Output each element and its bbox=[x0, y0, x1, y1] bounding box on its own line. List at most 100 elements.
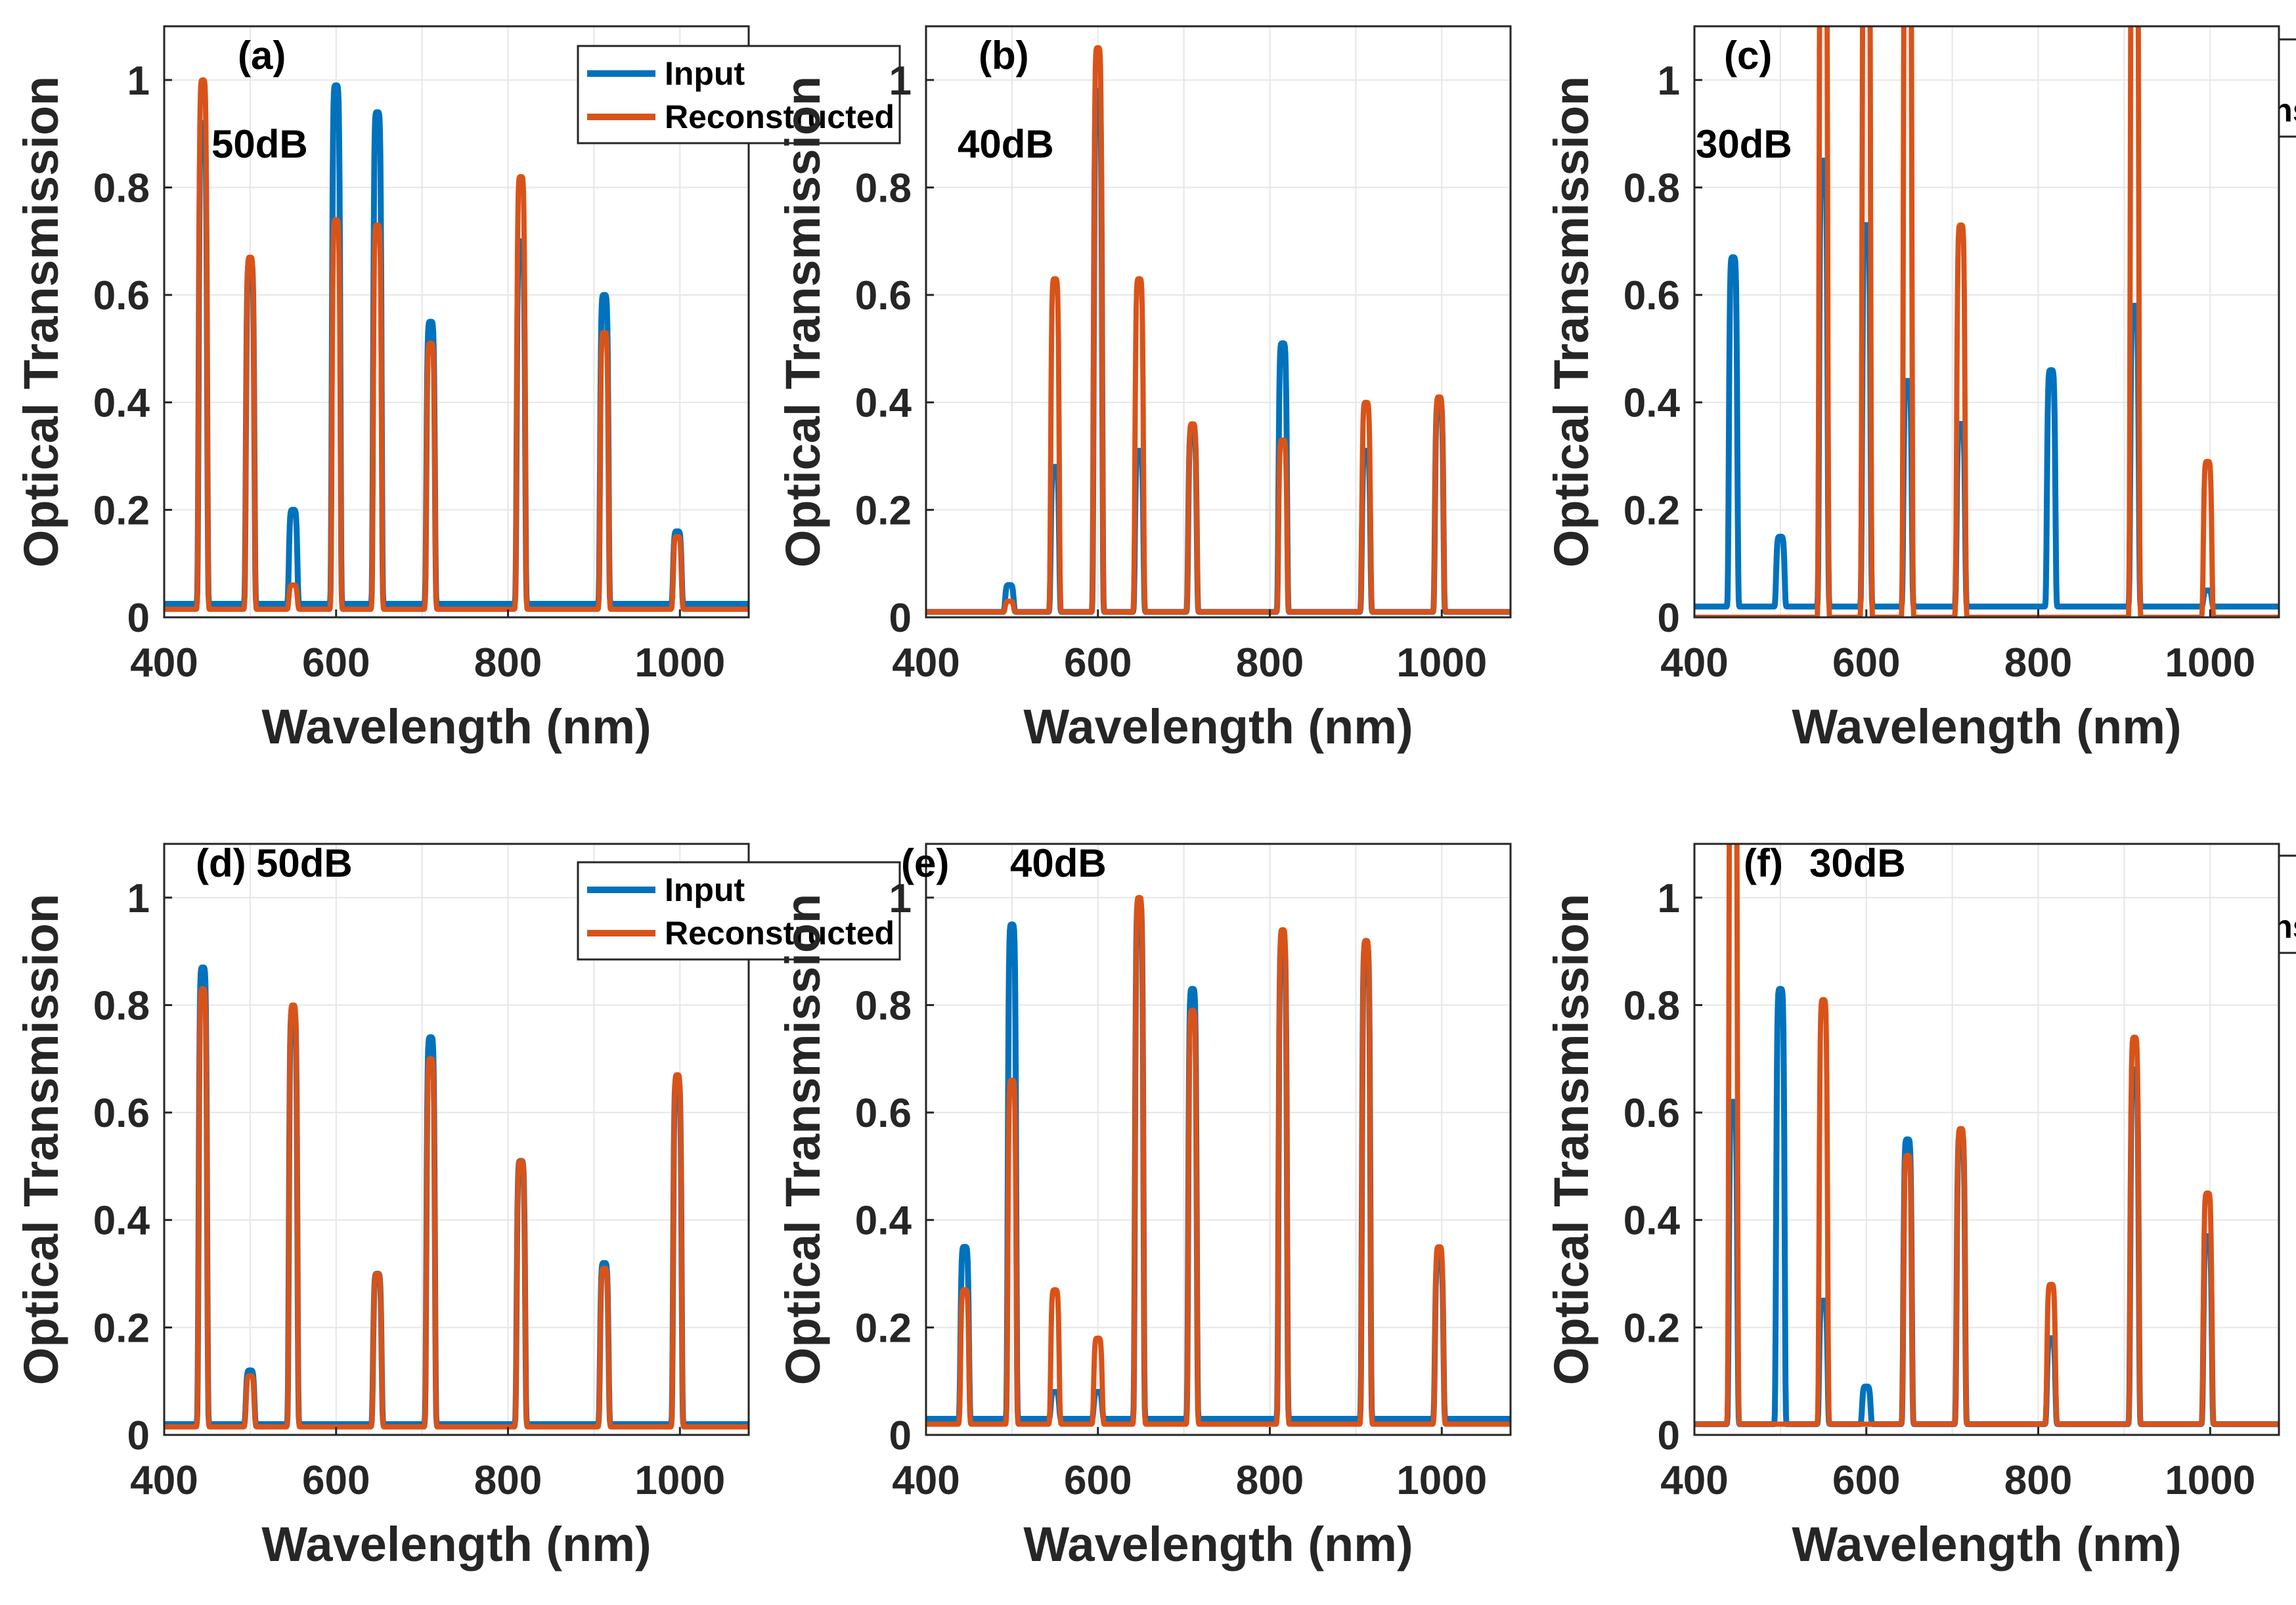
y-tick-label: 0 bbox=[127, 1413, 150, 1459]
y-tick-label: 0.2 bbox=[1623, 488, 1680, 533]
plot-area bbox=[1694, 844, 2279, 1435]
series-line-reconstructed bbox=[164, 986, 749, 1430]
y-tick-label: 0.4 bbox=[1623, 1198, 1681, 1244]
series-line-reconstructed bbox=[164, 77, 749, 612]
series-group bbox=[1694, 844, 2279, 1428]
legend-entry: Reconstructed bbox=[665, 99, 894, 135]
snr-annotation: 50dB bbox=[256, 841, 353, 885]
legend-entry: Reconstructed bbox=[665, 915, 894, 952]
y-axis-label: Optical Transmission bbox=[776, 76, 830, 567]
panel-label: (a) bbox=[238, 33, 286, 77]
axes-frame bbox=[1693, 25, 2280, 619]
x-tick-label: 400 bbox=[1660, 1458, 1728, 1503]
snr-annotation: 30dB bbox=[1809, 841, 1906, 885]
series-group bbox=[164, 964, 749, 1430]
y-axis-label: Optical Transmission bbox=[776, 894, 830, 1385]
legend: Input Reconstructed bbox=[577, 45, 901, 144]
axes-frame bbox=[163, 25, 750, 619]
axes-frame bbox=[925, 25, 1512, 619]
legend-entry: Input bbox=[665, 871, 745, 908]
y-tick-label: 0 bbox=[889, 596, 912, 641]
x-tick-label: 800 bbox=[474, 1458, 542, 1503]
y-tick-label: 0.6 bbox=[855, 1091, 912, 1136]
x-tick-label: 800 bbox=[1236, 1458, 1304, 1503]
snr-annotation: 40dB bbox=[958, 122, 1054, 166]
series-group bbox=[926, 894, 1511, 1427]
y-tick-label: 1 bbox=[1658, 876, 1680, 921]
x-tick-label: 600 bbox=[302, 640, 370, 686]
y-tick-label: 0.4 bbox=[93, 1198, 150, 1244]
x-tick-label: 600 bbox=[1832, 1458, 1900, 1503]
chart-panel-3: 0 0.2 0.4 0.6 0.8 1 400 600 800 1000 Wavelength (n… bbox=[1544, 25, 2280, 754]
series-line-reconstructed bbox=[926, 45, 1511, 615]
x-tick-label: 400 bbox=[892, 1458, 960, 1503]
plot-area bbox=[926, 844, 1511, 1435]
x-axis-label: Wavelength (nm) bbox=[1023, 1517, 1413, 1572]
y-tick-label: 0 bbox=[1658, 1413, 1680, 1459]
y-tick-label: 0.8 bbox=[1623, 983, 1680, 1028]
chart-panel-4: 0 0.2 0.4 0.6 0.8 1 400 600 800 1000 Wavelength (n… bbox=[14, 841, 901, 1572]
series-group bbox=[164, 77, 749, 612]
x-tick-label: 600 bbox=[1832, 640, 1900, 686]
chart-panel-1: 0 0.2 0.4 0.6 0.8 1 400 600 800 1000 Wavelength (n… bbox=[14, 25, 901, 754]
series-group bbox=[1694, 26, 2279, 617]
x-tick-label: 400 bbox=[130, 640, 198, 686]
panel-label: (f) bbox=[1744, 841, 1783, 885]
x-tick-label: 1000 bbox=[2165, 1458, 2255, 1503]
y-tick-label: 0.6 bbox=[93, 1091, 150, 1136]
panel-label: (b) bbox=[979, 33, 1029, 77]
y-tick-label: 1 bbox=[127, 876, 150, 921]
y-tick-label: 1 bbox=[889, 58, 912, 104]
axes-frame bbox=[925, 843, 1512, 1436]
y-tick-label: 0.8 bbox=[1623, 165, 1680, 211]
chart-panel-6: 0 0.2 0.4 0.6 0.8 1 400 600 800 1000 Wavelength (n… bbox=[1544, 841, 2280, 1572]
y-axis-label: Optical Transmission bbox=[14, 76, 68, 567]
x-axis-label: Wavelength (nm) bbox=[261, 699, 651, 754]
x-tick-label: 400 bbox=[892, 640, 960, 686]
series-line-input bbox=[926, 900, 1511, 1422]
y-tick-label: 0.4 bbox=[855, 1198, 912, 1244]
y-axis-label: Optical Transmission bbox=[14, 894, 68, 1385]
y-axis-label: Optical Transmission bbox=[1544, 894, 1599, 1385]
series-line-input bbox=[1694, 158, 2279, 610]
x-tick-label: 1000 bbox=[1396, 1458, 1487, 1503]
snr-annotation: 50dB bbox=[211, 122, 308, 166]
x-axis-label: Wavelength (nm) bbox=[1792, 699, 2181, 754]
legend-entry: Input bbox=[665, 55, 745, 92]
x-tick-label: 1000 bbox=[634, 640, 725, 686]
x-tick-label: 800 bbox=[2004, 1458, 2072, 1503]
x-axis-label: Wavelength (nm) bbox=[1023, 699, 1413, 754]
legend: Input Reconstructed bbox=[577, 861, 901, 961]
y-tick-label: 0.2 bbox=[855, 488, 912, 533]
series-line-input bbox=[164, 964, 749, 1428]
x-tick-label: 800 bbox=[1236, 640, 1304, 686]
y-tick-label: 0.8 bbox=[855, 983, 912, 1028]
x-tick-label: 600 bbox=[1064, 1458, 1132, 1503]
plot-area bbox=[926, 26, 1511, 617]
x-tick-label: 800 bbox=[2004, 640, 2072, 686]
y-axis-label: Optical Transmission bbox=[1544, 76, 1599, 567]
x-axis-label: Wavelength (nm) bbox=[261, 1517, 651, 1572]
x-tick-label: 1000 bbox=[2165, 640, 2255, 686]
plot-area bbox=[1694, 26, 2279, 617]
y-tick-label: 0.6 bbox=[93, 273, 150, 319]
y-tick-label: 1 bbox=[889, 876, 912, 921]
y-tick-label: 0 bbox=[1658, 596, 1680, 641]
y-tick-label: 0.2 bbox=[855, 1306, 912, 1351]
series-line-input bbox=[164, 82, 749, 607]
y-tick-label: 0.8 bbox=[93, 165, 150, 211]
y-tick-label: 0.4 bbox=[93, 381, 150, 426]
y-tick-label: 0 bbox=[889, 1413, 912, 1459]
x-tick-label: 600 bbox=[1064, 640, 1132, 686]
y-tick-label: 0.6 bbox=[1623, 1091, 1680, 1136]
y-tick-label: 0.2 bbox=[93, 1306, 150, 1351]
panel-label: (d) bbox=[196, 841, 246, 885]
snr-annotation: 30dB bbox=[1696, 122, 1792, 166]
y-tick-label: 0.6 bbox=[1623, 273, 1680, 319]
axes-frame bbox=[163, 843, 750, 1436]
series-line-reconstructed bbox=[926, 894, 1511, 1427]
y-tick-label: 0.8 bbox=[855, 165, 912, 211]
y-tick-label: 0.2 bbox=[93, 488, 150, 533]
x-axis-label: Wavelength (nm) bbox=[1792, 1517, 2181, 1572]
